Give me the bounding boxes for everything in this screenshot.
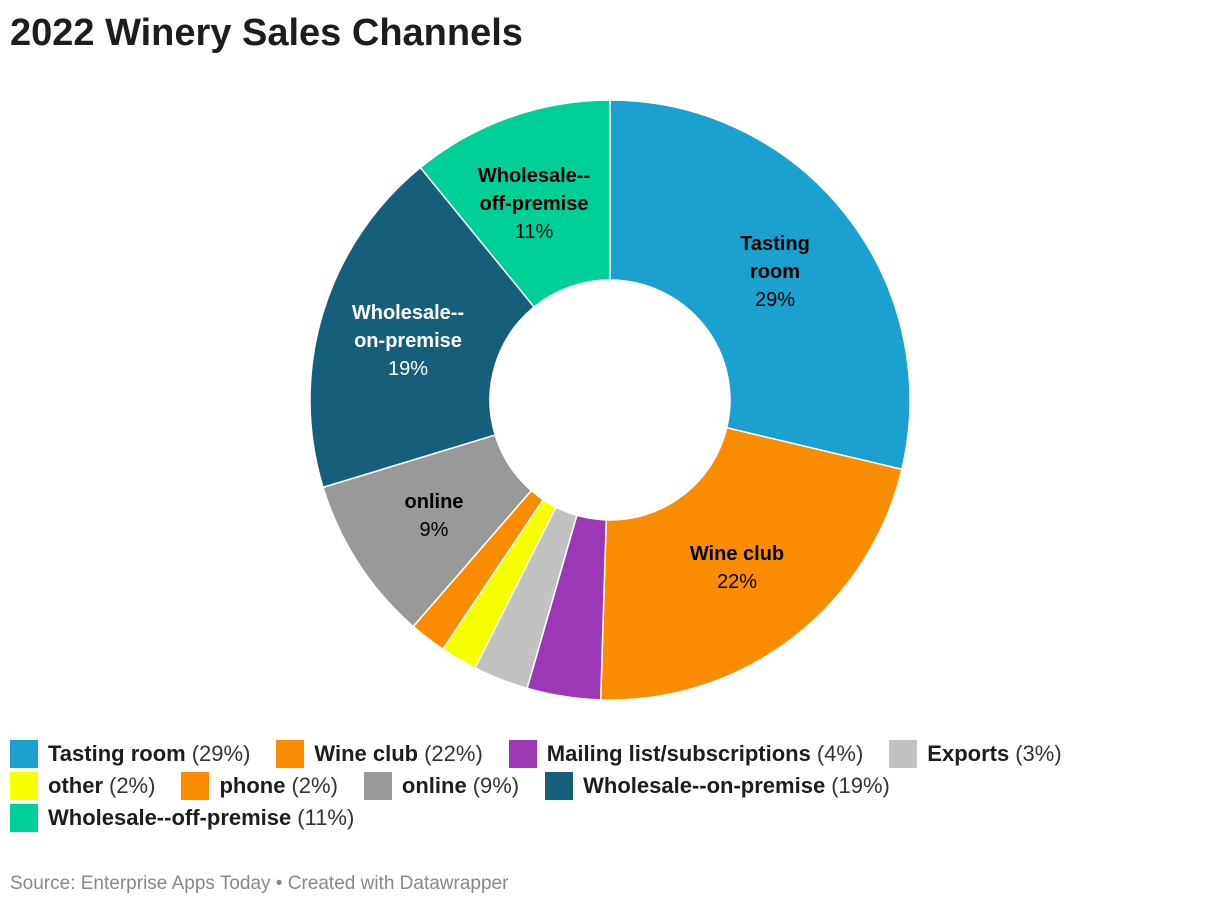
legend-pct: (29%) <box>191 741 251 766</box>
slice-tasting-room <box>609 99 911 471</box>
legend-pct: (9%) <box>472 773 520 798</box>
legend-item: phone (2%) <box>181 770 338 802</box>
legend-pct: (3%) <box>1015 741 1062 766</box>
legend-swatch <box>10 740 38 768</box>
label-wholesale-on: Wholesale-- <box>352 302 464 324</box>
label-online-pct: 9% <box>420 519 449 541</box>
legend-pct: (2%) <box>291 773 338 798</box>
label-wholesale-off: Wholesale-- <box>478 165 590 187</box>
legend-label: Wholesale--off-premise <box>48 805 292 830</box>
legend-swatch <box>10 772 38 800</box>
legend-label: online <box>401 773 467 798</box>
legend: Tasting room (29%) Wine club (22%) Mailing l… <box>10 738 1210 834</box>
legend-label: phone <box>219 773 286 798</box>
legend-pct: (11%) <box>297 805 355 830</box>
source-note: Source: Enterprise Apps Today • Created … <box>10 873 509 894</box>
legend-item: Mailing list/subscriptions (4%) <box>508 738 864 770</box>
label-wholesale-off-2: off-premise <box>480 193 589 215</box>
legend-item: online (9%) <box>363 770 520 802</box>
label-wine-club-pct: 22% <box>717 571 757 593</box>
legend-item: Exports (3%) <box>889 738 1062 770</box>
legend-swatch <box>889 740 918 768</box>
legend-swatch <box>10 804 38 832</box>
slice-labels: Tasting room 29% Wine club 22% online 9%… <box>352 165 810 593</box>
legend-item: Tasting room (29%) <box>10 738 250 770</box>
legend-label: Tasting room <box>48 741 186 766</box>
legend-pct: (19%) <box>831 773 890 798</box>
donut-chart: Tasting room 29% Wine club 22% online 9%… <box>309 99 911 701</box>
label-wholesale-on-2: on-premise <box>354 330 462 352</box>
legend-item: Wine club (22%) <box>276 738 483 770</box>
legend-label: other <box>48 773 103 798</box>
label-wholesale-on-pct: 19% <box>388 358 428 380</box>
label-wine-club: Wine club <box>690 543 784 565</box>
legend-label: Wine club <box>314 741 419 766</box>
chart-title: 2022 Winery Sales Channels <box>10 12 523 54</box>
legend-pct: (2%) <box>109 773 156 798</box>
label-tasting-room-2: room <box>750 261 800 283</box>
legend-label: Wholesale--on-premise <box>583 773 826 798</box>
legend-item: Wholesale--on-premise (19%) <box>545 770 890 802</box>
label-tasting-room: Tasting <box>740 233 810 255</box>
legend-swatch <box>508 740 537 768</box>
legend-swatch <box>181 772 210 800</box>
legend-swatch <box>276 740 305 768</box>
legend-swatch <box>545 772 574 800</box>
legend-item: other (2%) <box>10 770 155 802</box>
legend-pct: (4%) <box>816 741 864 766</box>
label-tasting-room-pct: 29% <box>755 289 795 311</box>
legend-swatch <box>363 772 392 800</box>
slice-wine-club <box>599 426 903 701</box>
legend-label: Exports <box>927 741 1010 766</box>
label-online: online <box>405 491 464 513</box>
label-wholesale-off-pct: 11% <box>515 221 554 243</box>
legend-label: Mailing list/subscriptions <box>546 741 811 766</box>
legend-pct: (22%) <box>424 741 483 766</box>
legend-item: Wholesale--off-premise (11%) <box>10 802 354 834</box>
slice-wholesale-on-premise <box>309 166 536 489</box>
slice-wholesale-off-premise <box>419 99 611 309</box>
